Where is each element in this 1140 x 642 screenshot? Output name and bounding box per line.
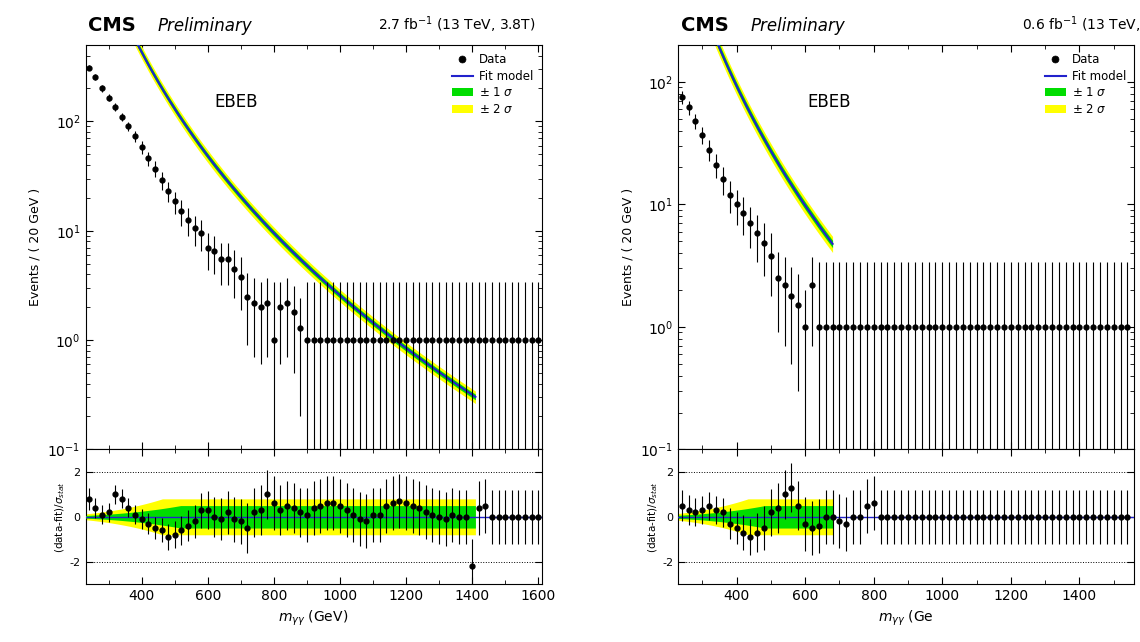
Y-axis label: Events / ( 20 GeV ): Events / ( 20 GeV ) bbox=[28, 188, 42, 306]
X-axis label: $m_{\gamma\gamma}$ (Ge: $m_{\gamma\gamma}$ (Ge bbox=[879, 609, 934, 628]
Text: Preliminary: Preliminary bbox=[157, 17, 252, 35]
Text: 2.7 fb$^{-1}$ (13 TeV, 3.8T): 2.7 fb$^{-1}$ (13 TeV, 3.8T) bbox=[378, 15, 536, 35]
Y-axis label: (data-fit)/$\sigma_{stat}$: (data-fit)/$\sigma_{stat}$ bbox=[646, 481, 660, 553]
Text: EBEB: EBEB bbox=[214, 94, 258, 112]
Text: 0.6 fb$^{-1}$ (13 TeV,: 0.6 fb$^{-1}$ (13 TeV, bbox=[1021, 15, 1140, 35]
Text: CMS: CMS bbox=[88, 16, 136, 35]
Y-axis label: Events / ( 20 GeV ): Events / ( 20 GeV ) bbox=[621, 188, 635, 306]
Text: CMS: CMS bbox=[681, 16, 728, 35]
Text: EBEB: EBEB bbox=[807, 94, 850, 112]
X-axis label: $m_{\gamma\gamma}$ (GeV): $m_{\gamma\gamma}$ (GeV) bbox=[278, 609, 349, 628]
Legend: Data, Fit model, $\pm$ 1 $\sigma$, $\pm$ 2 $\sigma$: Data, Fit model, $\pm$ 1 $\sigma$, $\pm$… bbox=[449, 51, 536, 118]
Legend: Data, Fit model, $\pm$ 1 $\sigma$, $\pm$ 2 $\sigma$: Data, Fit model, $\pm$ 1 $\sigma$, $\pm$… bbox=[1042, 51, 1129, 118]
Y-axis label: (data-fit)/$\sigma_{stat}$: (data-fit)/$\sigma_{stat}$ bbox=[54, 481, 67, 553]
Text: Preliminary: Preliminary bbox=[750, 17, 845, 35]
